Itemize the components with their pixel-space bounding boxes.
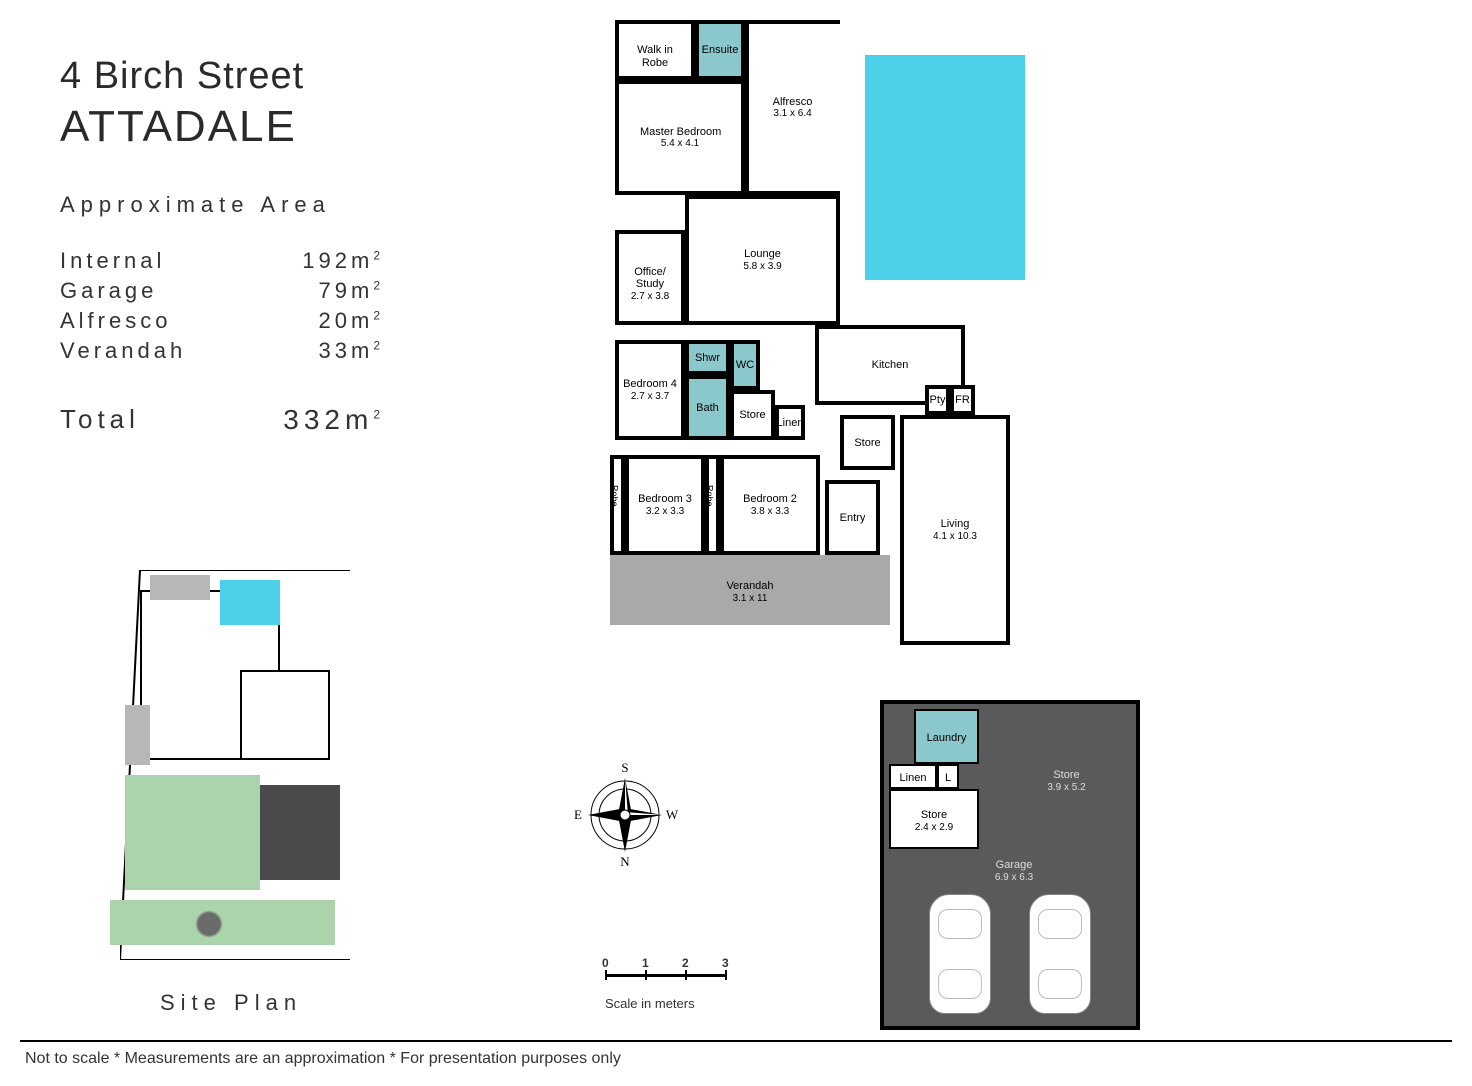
pool xyxy=(865,55,1025,280)
area-row-internal: Internal192m2 xyxy=(60,248,480,274)
approx-area-heading: Approximate Area xyxy=(60,192,480,218)
compass-w: W xyxy=(666,807,679,822)
compass-s: S xyxy=(621,760,628,775)
main-floorplan: Walk inRobeEnsuiteAlfresco3.1 x 6.4Maste… xyxy=(615,20,1095,640)
room-label-kitchen: Kitchen xyxy=(850,359,930,372)
area-value: 79m2 xyxy=(260,278,380,304)
room-label-bedroom3: Bedroom 33.2 x 3.3 xyxy=(625,493,705,517)
area-row-verandah: Verandah33m2 xyxy=(60,338,480,364)
garage-block: LaundryLinenLStore2.4 x 2.9Store3.9 x 5.… xyxy=(880,700,1140,1030)
room-label-linen: Linen xyxy=(750,417,830,430)
compass-icon: S W N E xyxy=(570,760,680,870)
room-label-living: Living4.1 x 10.3 xyxy=(915,518,995,542)
siteplan-house-wing xyxy=(240,670,330,760)
site-plan: Site Plan xyxy=(100,570,380,990)
address-line-1: 4 Birch Street xyxy=(60,55,480,98)
total-label: Total xyxy=(60,404,260,436)
garage-label-l_small: L xyxy=(913,772,983,785)
area-row-garage: Garage79m2 xyxy=(60,278,480,304)
garage-label-store_g: Store2.4 x 2.9 xyxy=(899,809,969,833)
footer-rule xyxy=(20,1040,1452,1042)
siteplan-green-area xyxy=(125,775,260,890)
scale-tick-label: 0 xyxy=(602,956,609,970)
area-table: Internal192m2Garage79m2Alfresco20m2Veran… xyxy=(60,248,480,364)
room-label-bedroom2: Bedroom 23.8 x 3.3 xyxy=(730,493,810,517)
siteplan-grey-top xyxy=(150,575,210,600)
scale-tick xyxy=(725,970,727,980)
garage-label-laundry: Laundry xyxy=(912,732,982,745)
area-value: 20m2 xyxy=(260,308,380,334)
address-line-2: ATTADALE xyxy=(60,102,480,152)
room-label-master_bedroom: Master Bedroom5.4 x 4.1 xyxy=(640,126,720,150)
room-label-entry: Entry xyxy=(813,512,893,525)
scale-bar: 0123 Scale in meters xyxy=(605,960,735,1011)
car-icon-1 xyxy=(929,894,991,1014)
area-label: Internal xyxy=(60,248,260,274)
garage-label-store_r: Store3.9 x 5.2 xyxy=(1032,769,1102,793)
scale-tick-label: 3 xyxy=(722,956,729,970)
scale-tick xyxy=(685,970,687,980)
car-icon-2 xyxy=(1029,894,1091,1014)
room-label-office_study: Office/Study2.7 x 3.8 xyxy=(610,266,690,303)
scale-tick xyxy=(605,970,607,980)
room-label-fr: FR xyxy=(923,394,1003,407)
garage-main-label: Garage6.9 x 6.3 xyxy=(974,859,1054,883)
total-value: 332m2 xyxy=(260,404,380,436)
siteplan-tree-icon xyxy=(195,910,223,938)
area-row-alfresco: Alfresco20m2 xyxy=(60,308,480,334)
total-row: Total 332m2 xyxy=(60,404,480,436)
floorplan-document: 4 Birch Street ATTADALE Approximate Area… xyxy=(0,0,1472,1086)
siteplan-pool xyxy=(220,580,280,625)
disclaimer-text: Not to scale * Measurements are an appro… xyxy=(25,1050,621,1068)
room-label-robe_b3: Robe xyxy=(609,485,619,507)
room-label-robe_b2: Robe xyxy=(704,485,714,507)
scale-tick-label: 2 xyxy=(682,956,689,970)
verandah-label: Verandah3.1 x 11 xyxy=(710,580,790,604)
room-label-store2: Store xyxy=(828,437,908,450)
room-label-lounge: Lounge5.8 x 3.9 xyxy=(723,248,803,272)
area-label: Verandah xyxy=(60,338,260,364)
room-label-alfresco: Alfresco3.1 x 6.4 xyxy=(753,96,833,120)
compass-e: E xyxy=(574,807,582,822)
siteplan-grey-side xyxy=(125,705,150,765)
scale-tick-label: 1 xyxy=(642,956,649,970)
compass-n: N xyxy=(620,854,630,869)
room-label-wc: WC xyxy=(705,359,785,372)
area-label: Garage xyxy=(60,278,260,304)
area-value: 192m2 xyxy=(260,248,380,274)
scale-caption: Scale in meters xyxy=(605,996,735,1011)
room-label-bedroom4: Bedroom 42.7 x 3.7 xyxy=(610,378,690,402)
info-panel: 4 Birch Street ATTADALE Approximate Area… xyxy=(60,55,480,436)
scale-tick xyxy=(645,970,647,980)
site-plan-label: Site Plan xyxy=(160,990,302,1016)
siteplan-garage xyxy=(260,785,340,880)
area-value: 33m2 xyxy=(260,338,380,364)
area-label: Alfresco xyxy=(60,308,260,334)
